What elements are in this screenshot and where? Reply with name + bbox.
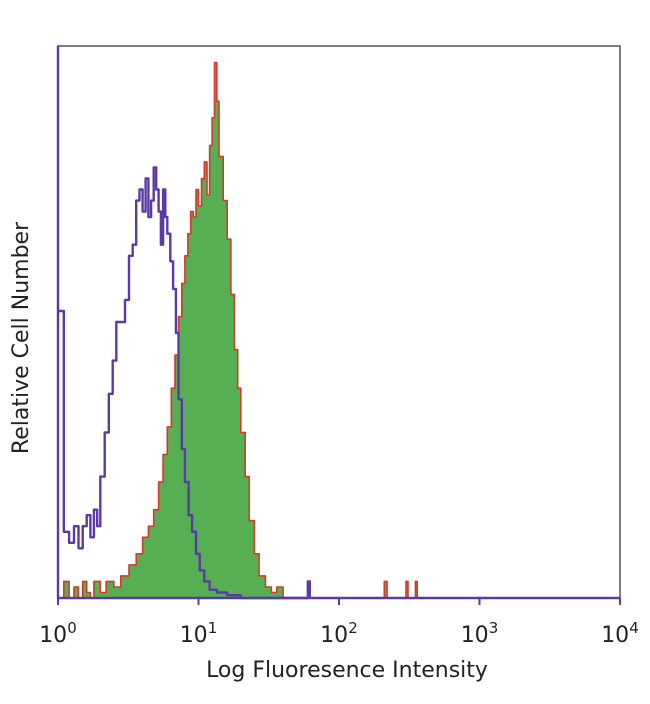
x-tick-label-base: 10 [39, 623, 67, 648]
x-tick-label-base: 10 [320, 623, 348, 648]
plot-frame [57, 45, 621, 599]
stained-sample-histogram-fill [58, 62, 620, 599]
y-axis-label: Relative Cell Number [9, 221, 34, 454]
x-tick-label: 104 [601, 619, 639, 648]
x-tick-label-base: 10 [180, 623, 208, 648]
x-tick-label-base: 10 [461, 623, 489, 648]
x-tick-label-exponent: 0 [67, 619, 77, 637]
x-tick-label-exponent: 3 [489, 619, 499, 637]
x-tick-label-exponent: 2 [348, 619, 358, 637]
x-tick-label: 100 [39, 619, 77, 648]
x-tick-label-exponent: 1 [208, 619, 218, 637]
x-tick-label: 103 [461, 619, 499, 648]
stained-sample-histogram-outline [58, 61, 620, 599]
x-axis-label: Log Fluoresence Intensity [206, 658, 488, 683]
x-axis-ticks: 100 101 102 103 104 [39, 598, 639, 648]
x-tick-label-exponent: 4 [629, 619, 639, 637]
x-tick-label: 101 [180, 619, 218, 648]
x-tick-label: 102 [320, 619, 358, 648]
x-tick-label-base: 10 [601, 623, 629, 648]
isotype-control-histogram-outline [58, 166, 311, 600]
